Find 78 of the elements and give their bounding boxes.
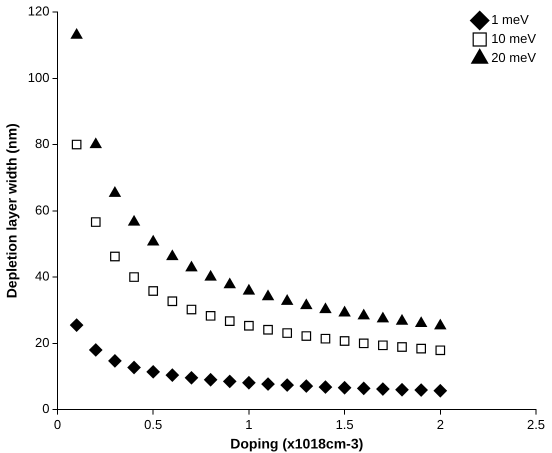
point [70, 318, 84, 332]
point [147, 235, 159, 246]
point [186, 304, 196, 314]
point [434, 319, 446, 330]
point [108, 354, 122, 368]
x-tick-label: 0 [54, 416, 62, 432]
point [242, 376, 256, 390]
point [186, 261, 198, 272]
point [146, 365, 160, 378]
point [167, 296, 178, 306]
point [318, 380, 332, 394]
point [376, 382, 390, 396]
point [166, 250, 178, 260]
point [148, 286, 158, 296]
point [338, 306, 350, 316]
point [72, 140, 82, 150]
y-axis-title: Depletion layer width (nm) [3, 123, 20, 298]
y-tick-label: 120 [28, 4, 50, 19]
point [184, 371, 198, 384]
point [435, 345, 446, 356]
x-tick-label: 0.5 [144, 416, 162, 432]
point [109, 186, 121, 197]
x-tick-label: 1.5 [336, 416, 354, 432]
point [320, 302, 332, 314]
point [395, 383, 409, 396]
point [377, 312, 389, 322]
point [127, 360, 141, 374]
point [244, 320, 254, 331]
point [358, 309, 370, 320]
point [90, 217, 101, 227]
point [263, 324, 273, 335]
point [416, 344, 426, 354]
y-tick-label: 0 [42, 401, 50, 416]
point [223, 374, 236, 388]
y-tick-label: 40 [35, 268, 50, 284]
point [281, 294, 293, 305]
point [300, 298, 312, 310]
y-tick-label: 100 [28, 70, 50, 85]
point [224, 316, 235, 326]
point [414, 383, 428, 397]
point [357, 382, 370, 395]
point [128, 215, 140, 226]
point [340, 336, 350, 346]
point [396, 314, 408, 325]
point [378, 340, 388, 350]
x-tick-label: 2 [436, 416, 444, 432]
point [358, 338, 369, 348]
point [204, 373, 218, 386]
x-tick-label: 2.5 [526, 416, 546, 432]
point [434, 384, 447, 398]
point [280, 378, 294, 392]
point [262, 290, 274, 300]
point [415, 316, 427, 328]
point [110, 252, 120, 262]
point [397, 342, 407, 352]
point [204, 270, 216, 281]
point [338, 381, 352, 394]
x-axis-title: Doping (x1018cm-3) [230, 435, 364, 452]
y-tick-label: 20 [35, 334, 50, 350]
x-tick-label: 1 [245, 416, 253, 432]
point [282, 328, 292, 338]
point [300, 379, 313, 393]
point [243, 284, 255, 295]
point [206, 310, 216, 321]
legend-label: 20 meV [491, 50, 536, 66]
point [70, 28, 82, 39]
point [320, 334, 330, 344]
legend-label: 10 meV [491, 31, 536, 46]
point [129, 272, 139, 282]
y-tick-label: 80 [35, 136, 50, 152]
legend-label: 1 meV [491, 12, 530, 28]
point [261, 377, 275, 391]
point [90, 138, 102, 148]
y-tick-label: 60 [35, 202, 50, 218]
point [224, 278, 236, 288]
point [301, 331, 312, 341]
point [89, 343, 102, 357]
point [166, 368, 179, 382]
